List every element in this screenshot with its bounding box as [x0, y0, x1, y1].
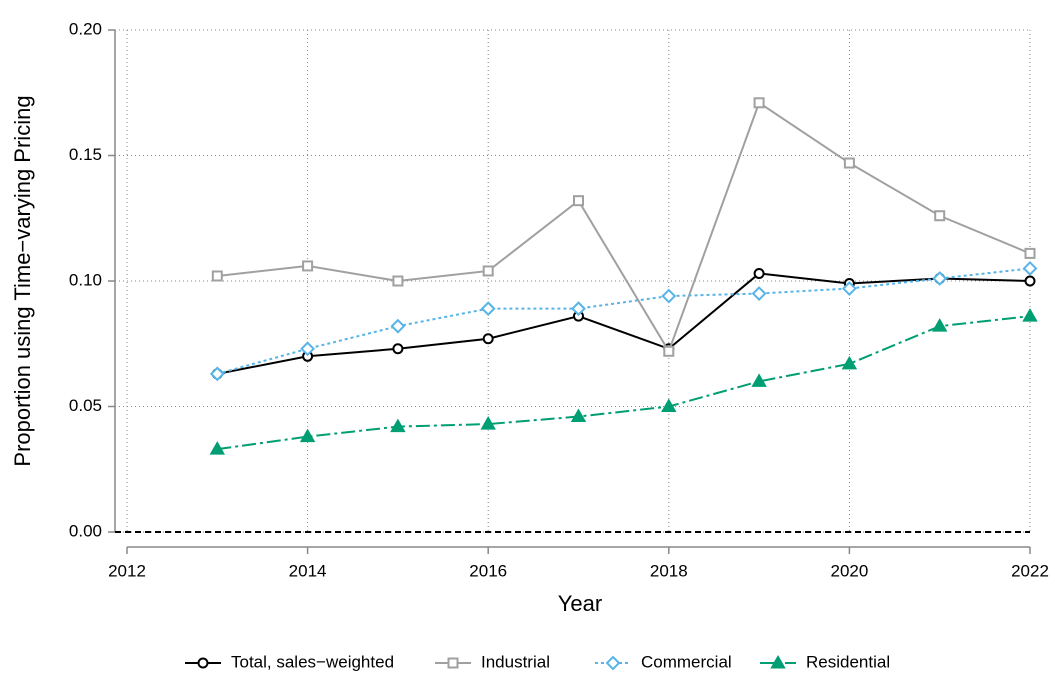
data-point — [482, 265, 494, 277]
data-point — [570, 408, 587, 423]
data-point — [209, 441, 226, 455]
legend-marker — [197, 657, 209, 669]
data-point — [573, 195, 584, 207]
x-tick-label: 2018 — [650, 561, 688, 580]
x-tick-label: 2022 — [1011, 561, 1049, 580]
data-point — [480, 416, 496, 430]
data-point — [661, 398, 677, 412]
data-point — [302, 260, 314, 272]
legend-label: Residential — [806, 652, 890, 671]
data-point — [1024, 247, 1036, 259]
data-point — [211, 270, 223, 282]
data-point — [841, 355, 858, 370]
y-tick-label: 0.10 — [69, 270, 102, 289]
legend-marker — [605, 655, 621, 671]
x-tick-label: 2014 — [289, 561, 327, 580]
data-point — [934, 210, 946, 222]
data-point — [390, 318, 406, 334]
data-point — [482, 333, 494, 345]
data-point — [753, 97, 765, 109]
data-point — [932, 271, 948, 286]
series-line — [217, 267, 1031, 375]
data-point — [299, 428, 316, 443]
data-point — [841, 281, 857, 296]
data-point — [392, 343, 404, 355]
x-tick-label: 2020 — [830, 561, 868, 580]
data-point — [751, 286, 767, 301]
y-tick-label: 0.00 — [69, 521, 102, 540]
data-point — [1022, 308, 1038, 322]
data-point — [480, 301, 496, 317]
x-tick-label: 2016 — [469, 561, 507, 580]
series-line — [217, 315, 1031, 451]
series-line — [217, 101, 1031, 354]
data-point — [571, 301, 586, 317]
y-tick-label: 0.05 — [69, 396, 102, 415]
y-tick-label: 0.20 — [69, 19, 102, 38]
y-axis-title: Proportion using Time−varying Pricing — [10, 95, 35, 466]
data-point — [390, 418, 406, 433]
series-line — [217, 272, 1031, 375]
data-point — [753, 267, 765, 279]
data-point — [1022, 261, 1038, 276]
data-point — [663, 345, 675, 357]
legend-marker — [447, 657, 459, 669]
data-point — [209, 366, 225, 382]
legend-label: Industrial — [481, 652, 550, 671]
x-tick-label: 2012 — [108, 561, 146, 580]
data-point — [751, 373, 767, 387]
x-axis-title: Year — [558, 591, 602, 616]
legend-label: Commercial — [641, 652, 732, 671]
data-point — [392, 275, 404, 287]
legend-label: Total, sales−weighted — [231, 652, 394, 671]
legend-marker — [770, 654, 786, 669]
data-point — [661, 288, 677, 304]
y-tick-label: 0.15 — [69, 145, 102, 164]
data-point — [1024, 275, 1036, 287]
data-point — [300, 341, 316, 357]
data-point — [931, 318, 948, 332]
data-point — [843, 157, 855, 169]
